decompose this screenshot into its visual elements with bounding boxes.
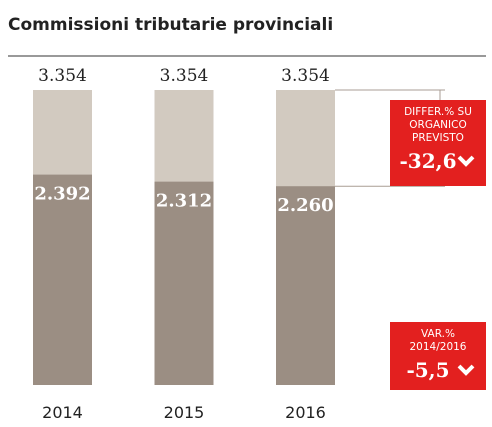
annotation-line: ORGANICO	[409, 119, 466, 131]
bar	[33, 174, 92, 385]
x-tick-label: 2015	[164, 403, 205, 422]
trend-arrow	[457, 155, 475, 167]
value-label: 2.392	[34, 184, 90, 205]
bar	[276, 186, 335, 385]
annotation-value: -5,5	[406, 358, 449, 382]
annotation-line: 2014/2016	[410, 341, 467, 353]
annotation-line: VAR.%	[421, 328, 455, 340]
value-label: 3.354	[160, 66, 209, 86]
annotation-line: DIFFER.% SU	[404, 106, 472, 118]
annotation-text: DIFFER.% SU ORGANICO PREVISTO	[404, 106, 472, 144]
annotation-box	[390, 100, 486, 186]
bar	[154, 181, 214, 385]
x-tick-label: 2016	[285, 403, 326, 422]
annotation-line: PREVISTO	[412, 132, 464, 144]
value-label: 2.260	[277, 195, 333, 216]
trend-arrow	[457, 364, 475, 376]
value-label: 3.354	[38, 66, 87, 86]
chart-title: Commissioni tributarie provinciali	[8, 15, 333, 35]
annotation-box	[390, 322, 486, 390]
x-tick-label: 2014	[42, 403, 83, 422]
annotation-text: VAR.% 2014/2016	[410, 328, 467, 353]
value-label: 2.312	[156, 191, 212, 212]
annotation-value: -32,6	[399, 149, 456, 173]
value-label: 3.354	[281, 66, 330, 86]
